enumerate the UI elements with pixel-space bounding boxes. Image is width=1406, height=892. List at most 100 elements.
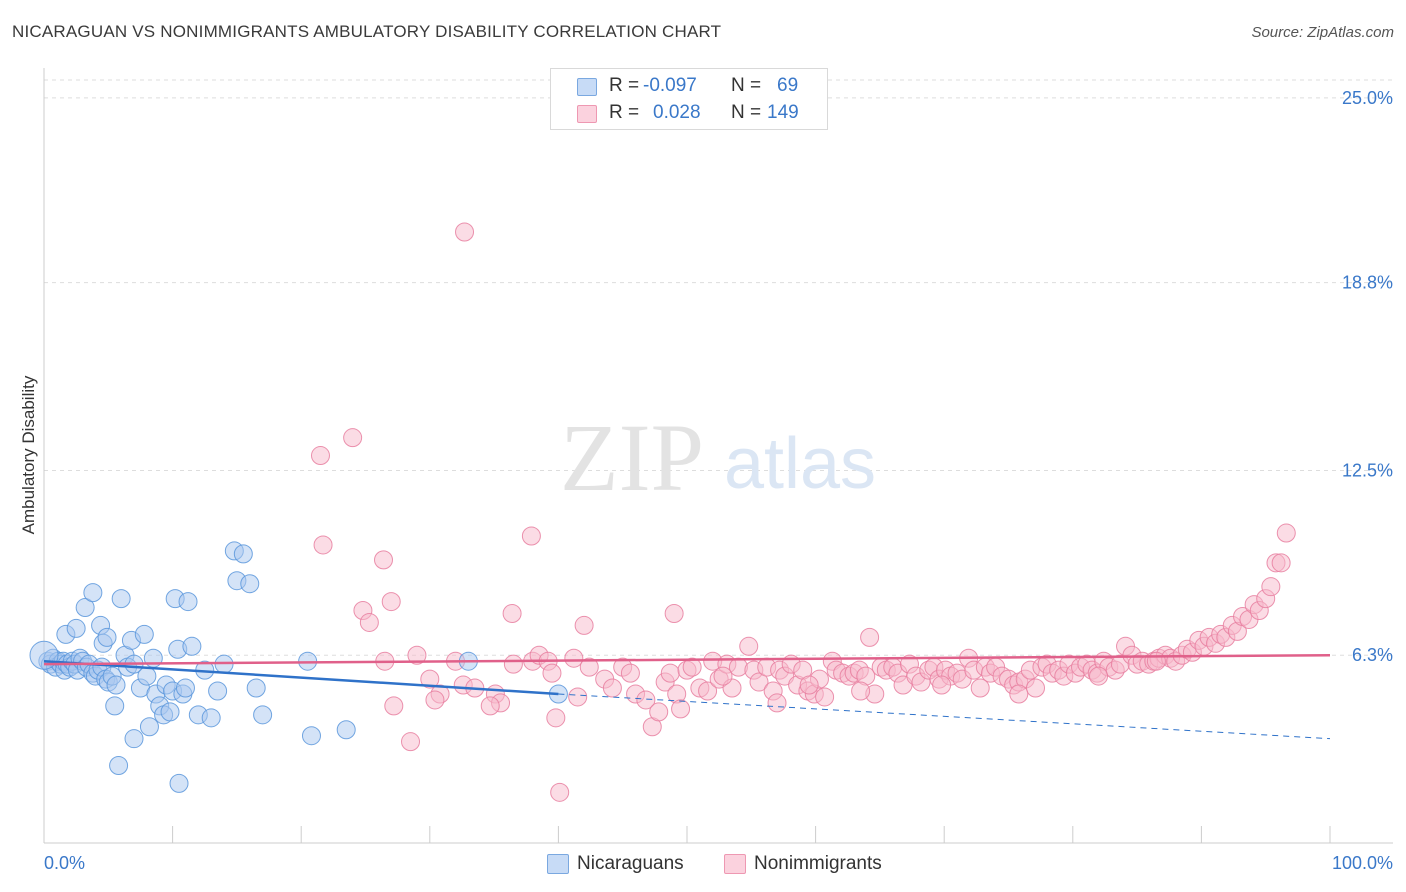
nicaraguans-point (75, 598, 95, 618)
nonimmigrants-point (313, 535, 333, 555)
nicaraguans-trend-extension (558, 693, 1331, 740)
nonimmigrants-point (542, 663, 562, 683)
nicaraguans-point (66, 618, 86, 638)
nicaraguans-point (336, 720, 356, 740)
nicaraguans-point (124, 729, 144, 749)
nonimmigrants-point (1089, 666, 1109, 686)
legend-r-value: -0.097 (643, 75, 697, 96)
nonimmigrants-point (713, 666, 733, 686)
y-tick-label: 12.5% (1342, 460, 1393, 480)
nicaraguans-point (97, 627, 117, 647)
nicaraguans-points (29, 541, 568, 793)
grid-lines (44, 79, 1393, 656)
nonimmigrants-point (636, 690, 656, 710)
nonimmigrants-point (671, 699, 691, 719)
nonimmigrants-point (401, 732, 421, 752)
nonimmigrants-point (660, 663, 680, 683)
nonimmigrants-point (739, 636, 759, 656)
y-axis-label: Ambulatory Disability (19, 375, 38, 534)
nicaraguans-point (83, 583, 103, 603)
nicaraguans-point (134, 624, 154, 644)
y-tick-label: 25.0% (1342, 88, 1393, 108)
nonimmigrants-point (799, 675, 819, 695)
legend-swatch-nonimmigrants (577, 105, 597, 123)
y-tick-label: 6.3% (1352, 645, 1393, 665)
series-legend: Nicaraguans Nonimmigrants (0, 850, 1406, 880)
nonimmigrants-point (970, 678, 990, 698)
nonimmigrants-point (860, 627, 880, 647)
nicaraguans-point (111, 589, 131, 609)
x-tick-max: 100.0% (1332, 853, 1393, 873)
nicaraguans-point (169, 773, 189, 793)
legend-n-label: N = (731, 75, 762, 96)
x-tick-min: 0.0% (44, 853, 85, 873)
nonimmigrants-trend-line (43, 653, 1331, 666)
nicaraguans-point (233, 544, 253, 564)
nonimmigrants-point (546, 708, 566, 728)
legend-n-value: 149 (767, 102, 799, 123)
legend-r-label: R = (609, 75, 640, 96)
nonimmigrants-point (310, 446, 330, 466)
nonimmigrants-point (359, 612, 379, 632)
nonimmigrants-point (664, 604, 684, 624)
nonimmigrants-point (564, 648, 584, 668)
nonimmigrants-point (407, 645, 427, 665)
watermark-atlas: atlas (724, 424, 876, 504)
nonimmigrants-point (503, 654, 523, 674)
nicaraguans-point (246, 678, 266, 698)
nicaraguans-trend-line (43, 659, 559, 696)
nonimmigrants-point (602, 678, 622, 698)
nonimmigrants-point (728, 657, 748, 677)
nicaraguans-point (201, 708, 221, 728)
nonimmigrants-point (767, 693, 787, 713)
watermark-zip: ZIP (560, 404, 704, 511)
legend-r-label: R = (609, 102, 640, 123)
nonimmigrants-point (521, 526, 541, 546)
nonimmigrants-point (374, 550, 394, 570)
nonimmigrants-point (749, 672, 769, 692)
nonimmigrants-point (1009, 684, 1029, 704)
legend-r-value: 0.028 (653, 102, 701, 123)
legend-n-label: N = (731, 102, 762, 123)
legend-row-nicaraguans: R = -0.097 N = 69 (551, 73, 827, 99)
nonimmigrants-point (1146, 651, 1166, 671)
axes (43, 68, 1393, 844)
nonimmigrants-point (682, 657, 702, 677)
nonimmigrants-point (455, 222, 475, 242)
legend-row-nonimmigrants: R = 0.028 N = 149 (551, 100, 827, 126)
trend-lines (43, 653, 1331, 740)
nonimmigrants-point (815, 687, 835, 707)
nonimmigrants-point (425, 690, 445, 710)
nonimmigrants-point (550, 782, 570, 802)
nicaraguans-point (253, 705, 273, 725)
legend-swatch-nicaraguans (547, 854, 569, 874)
nonimmigrants-point (381, 592, 401, 612)
nonimmigrants-point (574, 615, 594, 635)
nicaraguans-point (182, 636, 202, 656)
source-label: Source: ZipAtlas.com (1251, 24, 1394, 41)
nonimmigrants-point (480, 696, 500, 716)
nicaraguans-point (139, 717, 159, 737)
correlation-legend: R = -0.097 N = 69 R = 0.028 N = 149 (550, 68, 828, 130)
y-tick-label: 18.8% (1342, 273, 1393, 293)
nonimmigrants-point (932, 675, 952, 695)
nonimmigrants-points (310, 222, 1296, 802)
nonimmigrants-point (343, 428, 363, 448)
nonimmigrants-point (502, 604, 522, 624)
nicaraguans-point (240, 574, 260, 594)
nonimmigrants-point (1261, 577, 1281, 597)
nicaraguans-point (301, 726, 321, 746)
nonimmigrants-point (620, 663, 640, 683)
legend-swatch-nonimmigrants (724, 854, 746, 874)
nicaraguans-point (106, 675, 126, 695)
nicaraguans-point (137, 666, 157, 686)
nonimmigrants-point (1271, 553, 1291, 573)
nicaraguans-point (208, 681, 228, 701)
nonimmigrants-point (698, 681, 718, 701)
nonimmigrants-point (1026, 678, 1046, 698)
nonimmigrants-point (1276, 523, 1296, 543)
nonimmigrants-point (649, 702, 669, 722)
nicaraguans-point (109, 756, 129, 776)
legend-n-value: 69 (777, 75, 799, 96)
